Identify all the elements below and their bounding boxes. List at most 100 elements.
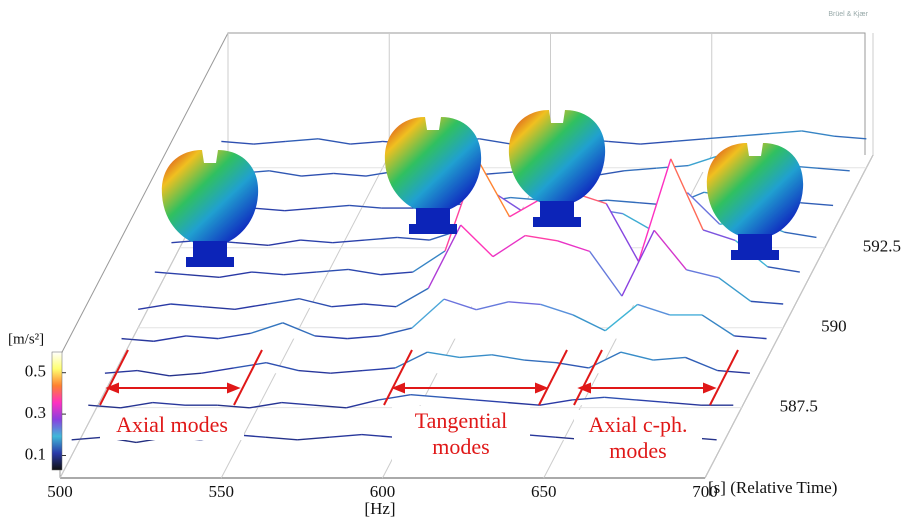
mode-shape [161, 150, 259, 267]
trace-segment [317, 204, 350, 209]
trace-segment [253, 140, 286, 145]
trace-segment [701, 314, 735, 337]
trace-segment [623, 167, 657, 172]
trace-segment [235, 241, 269, 247]
trace-segment [249, 401, 282, 409]
trace-segment [411, 298, 445, 329]
trace-segment [283, 271, 317, 276]
trace-segment [361, 433, 395, 438]
trace-segment [154, 271, 188, 276]
trace-segment [362, 367, 396, 372]
trace-segment [217, 404, 250, 409]
trace-segment [331, 303, 364, 308]
trace-segment [298, 369, 331, 374]
trace-segment [169, 372, 202, 377]
trace-segment [395, 287, 429, 308]
trace-segment [285, 138, 319, 143]
trace-fill [121, 299, 767, 342]
trace-segment [476, 158, 511, 218]
trace-segment [218, 332, 251, 340]
trace-segment [251, 271, 284, 276]
colorbar [51, 351, 63, 471]
trace-segment [734, 335, 767, 340]
trace-segment [556, 362, 589, 369]
trace-segment [333, 172, 367, 177]
trace-segment [363, 303, 397, 308]
trace-segment [608, 140, 641, 145]
trace-segment [475, 399, 508, 404]
trace-segment [604, 303, 638, 332]
z-tick-label: 590 [821, 317, 847, 336]
trace-segment [670, 158, 704, 231]
trace-fill [88, 394, 734, 408]
trace-segment [524, 359, 557, 364]
trace-segment [525, 234, 558, 242]
trace-segment [800, 202, 834, 207]
trace-segment [265, 362, 299, 372]
grid-line [220, 154, 390, 479]
trace-segment [284, 207, 318, 212]
z-tick-label: 592.5 [863, 237, 901, 256]
trace-segment [138, 303, 171, 310]
trace-segment [784, 231, 817, 239]
trace-segment [637, 158, 672, 262]
trace-segment [412, 250, 446, 273]
trace-segment [185, 335, 219, 340]
trace-segment [476, 301, 509, 311]
trace-segment [459, 354, 492, 359]
region-markers [99, 349, 739, 406]
trace-segment [137, 369, 170, 377]
trace-segment [350, 140, 383, 145]
trace-segment [640, 140, 673, 145]
trace-segment [221, 140, 254, 145]
colorbar-tick-label: 0.1 [25, 444, 46, 463]
x-tick-label: 500 [47, 482, 73, 501]
trace-segment [491, 354, 525, 361]
trace-segment [269, 170, 302, 177]
trace-segment [479, 138, 512, 145]
trace-segment [330, 369, 363, 374]
trace-segment [202, 305, 235, 310]
trace-segment [313, 404, 347, 409]
annotation: Axial c-ph. modes [574, 410, 702, 466]
trace-segment [705, 135, 738, 140]
trace-segment [88, 404, 121, 409]
trace-segment [460, 224, 494, 258]
trace-segment [299, 298, 332, 308]
trace-segment [394, 351, 428, 369]
trace-segment [718, 277, 752, 302]
trace-segment [252, 207, 285, 212]
trace-segment [817, 167, 850, 172]
trace-segment [233, 362, 267, 369]
trace-segment [316, 268, 349, 273]
trace-segment [152, 401, 186, 406]
colorbar-label: [m/s²] [8, 331, 44, 347]
trace-segment [250, 322, 284, 335]
trace-segment [607, 199, 640, 204]
trace-segment [219, 271, 252, 278]
z-tick-label: 587.5 [780, 397, 818, 416]
trace-fill [138, 225, 784, 310]
trace-segment [637, 303, 671, 316]
trace-segment [346, 399, 379, 409]
trace-segment [507, 401, 540, 406]
brand: Brüel & Kjær [828, 11, 868, 18]
trace-segment [717, 369, 750, 374]
x-tick-label: 550 [209, 482, 235, 501]
colorbar-tick-label: 0.5 [25, 362, 46, 381]
trace-segment [685, 356, 718, 372]
trace-segment [636, 399, 669, 404]
trace-segment [347, 335, 380, 340]
trace-segment [750, 300, 784, 305]
trace-segment [71, 436, 104, 441]
annotation: Tangential modes [392, 406, 530, 462]
trace-segment [427, 351, 460, 359]
trace-segment [834, 135, 867, 140]
trace-segment [187, 273, 220, 278]
trace-segment [297, 436, 330, 441]
trace-segment [317, 138, 351, 145]
trace-segment [492, 235, 526, 258]
trace-segment [557, 240, 590, 253]
trace-segment [539, 399, 573, 406]
